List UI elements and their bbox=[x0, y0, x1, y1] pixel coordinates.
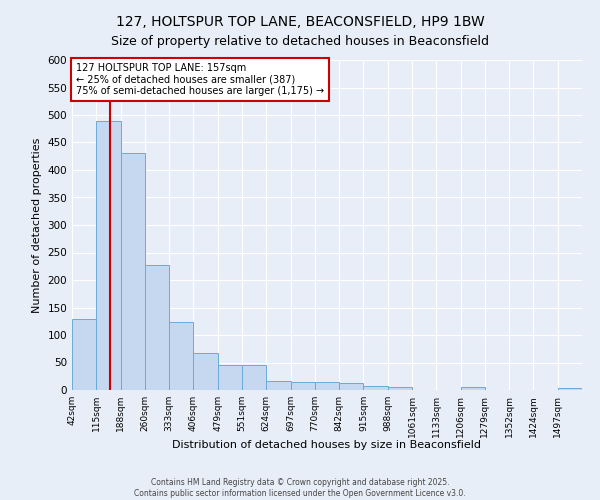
Text: 127 HOLTSPUR TOP LANE: 157sqm
← 25% of detached houses are smaller (387)
75% of : 127 HOLTSPUR TOP LANE: 157sqm ← 25% of d… bbox=[76, 62, 325, 96]
Bar bbox=[193, 352, 218, 390]
Bar bbox=[121, 154, 145, 390]
Bar bbox=[72, 318, 97, 390]
Text: Size of property relative to detached houses in Beaconsfield: Size of property relative to detached ho… bbox=[111, 35, 489, 48]
Bar bbox=[218, 364, 242, 390]
Bar bbox=[242, 364, 266, 390]
Bar bbox=[461, 387, 485, 390]
Bar bbox=[315, 382, 340, 390]
Bar bbox=[388, 387, 412, 390]
Bar bbox=[97, 120, 121, 390]
Text: 127, HOLTSPUR TOP LANE, BEACONSFIELD, HP9 1BW: 127, HOLTSPUR TOP LANE, BEACONSFIELD, HP… bbox=[116, 15, 484, 29]
X-axis label: Distribution of detached houses by size in Beaconsfield: Distribution of detached houses by size … bbox=[173, 440, 482, 450]
Y-axis label: Number of detached properties: Number of detached properties bbox=[32, 138, 42, 312]
Bar bbox=[290, 382, 315, 390]
Bar bbox=[266, 381, 290, 390]
Bar bbox=[339, 384, 364, 390]
Bar bbox=[557, 388, 582, 390]
Bar bbox=[145, 264, 169, 390]
Bar bbox=[169, 322, 193, 390]
Bar bbox=[364, 386, 388, 390]
Text: Contains HM Land Registry data © Crown copyright and database right 2025.
Contai: Contains HM Land Registry data © Crown c… bbox=[134, 478, 466, 498]
